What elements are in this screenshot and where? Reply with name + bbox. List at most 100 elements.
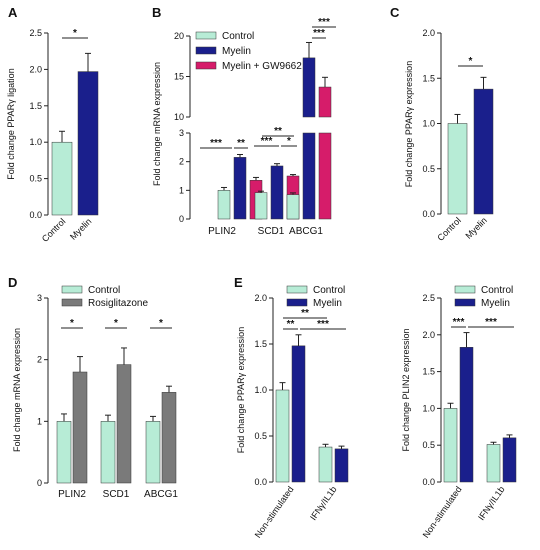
panel-b-sig-label: *** <box>210 138 222 149</box>
panel-e1-legend-myelin-swatch <box>286 298 308 307</box>
panel-e1-sig-label: *** <box>317 319 329 330</box>
panel-b-legend-control-swatch <box>195 31 217 40</box>
panel-d-y-axis-title: Fold change mRNA expression <box>12 328 22 452</box>
panel-a-bar <box>51 141 73 216</box>
panel-b-sig-label: ** <box>274 126 282 137</box>
panel-b-legend-gw9662-label: Myelin + GW9662 <box>222 61 302 72</box>
panel-d-bar <box>161 392 177 484</box>
panel-b-lower-y-tick-label: 1 <box>179 185 184 195</box>
panel-e1-bar <box>334 448 349 483</box>
panel-a-y-tick-label: 1.5 <box>29 101 42 111</box>
panel-a-y-tick-label: 2.5 <box>29 28 42 38</box>
panel-d-bar <box>72 371 88 484</box>
panel-b-upper-y-tick-label: 15 <box>174 72 184 82</box>
panel-c-y-tick-label: 0.0 <box>422 209 435 219</box>
panel-e2-bar <box>486 444 501 483</box>
panel-a-y-tick-label: 2.0 <box>29 64 42 74</box>
panel-d-bar <box>56 421 72 484</box>
panel-b-upper-y-tick-label: 20 <box>174 31 184 41</box>
panel-d-sig-label: * <box>159 318 163 329</box>
panel-b-bar-upper-part <box>302 57 316 118</box>
panel-d-sig-label: * <box>70 318 74 329</box>
panel-d-y-tick-label: 3 <box>37 293 42 303</box>
panel-d-legend-rosiglitazone-swatch <box>61 298 83 307</box>
panel-b-upper-y-tick-label: 10 <box>174 112 184 122</box>
panel-e2-y-tick-label: 0.5 <box>422 440 435 450</box>
panel-b-legend-myelin-swatch <box>195 46 217 55</box>
panel-a-x-tick-label: Myelin <box>68 216 93 241</box>
panel-d-sig-label: * <box>114 318 118 329</box>
panel-c-x-tick-label: Myelin <box>463 215 488 240</box>
panel-b-bar <box>270 165 284 220</box>
panel-b-bar-lower-part <box>318 132 332 220</box>
panel-e2-y-tick-label: 1.0 <box>422 403 435 413</box>
panel-e1-x-tick-label: IFNγ/IL1b <box>308 484 339 522</box>
panel-e1-legend-myelin-label: Myelin <box>313 298 342 309</box>
panel-b-legend-myelin-label: Myelin <box>222 46 251 57</box>
panel-c-y-tick-label: 2.0 <box>422 28 435 38</box>
panel-e1-y-tick-label: 2.0 <box>254 293 267 303</box>
panel-b-lower-y-tick-label: 0 <box>179 214 184 224</box>
panel-b-sig-label: *** <box>313 28 325 39</box>
panel-d-x-tick-label: ABCG1 <box>144 489 178 500</box>
panel-b-legend-gw9662-swatch <box>195 61 217 70</box>
panel-e1-bar <box>291 345 306 483</box>
panel-e1-y-tick-label: 1.0 <box>254 385 267 395</box>
panel-a-x-tick-label: Control <box>40 216 68 244</box>
panel-d-legend-control-swatch <box>61 285 83 294</box>
panel-c-y-tick-label: 0.5 <box>422 164 435 174</box>
panel-letter: D <box>8 275 17 290</box>
panel-b-lower-y-tick-label: 3 <box>179 128 184 138</box>
panel-a-y-axis-title: Fold change PPARγ ligation <box>6 68 16 179</box>
panel-e1-sig-label: ** <box>287 319 295 330</box>
panel-e1-legend-control-label: Control <box>313 285 345 296</box>
panel-c-bar <box>473 88 494 215</box>
panel-e2-x-tick-label: IFNγ/IL1b <box>476 484 507 522</box>
panel-c-x-tick-label: Control <box>435 215 463 243</box>
panel-b-bar-upper-part <box>318 86 332 118</box>
panel-e1-x-tick-label: Non-stimulated <box>253 484 296 539</box>
panel-d-bar <box>116 364 132 484</box>
panel-d-bar <box>100 421 116 484</box>
panel-b-bar-lower-part <box>302 132 316 220</box>
panel-e1-sig-label: ** <box>301 308 309 319</box>
panel-letter: E <box>234 275 243 290</box>
panel-e2-y-tick-label: 2.5 <box>422 293 435 303</box>
panel-a-significance-label: * <box>73 28 77 39</box>
panel-e2-bar <box>443 408 458 483</box>
panel-e2-bar <box>459 347 474 483</box>
panel-e1-bar <box>275 389 290 483</box>
panel-e2-legend-myelin-swatch <box>454 298 476 307</box>
panel-b-bar <box>254 192 268 220</box>
panel-e2-y-axis-title: Fold change PLIN2 expression <box>401 328 411 451</box>
panel-b-bar <box>233 157 247 220</box>
panel-b-sig-label: *** <box>318 17 330 28</box>
panel-e1-y-axis-title: Fold change PPARγ expression <box>236 327 246 453</box>
panel-c-bar <box>447 123 468 215</box>
panel-c-y-tick-label: 1.5 <box>422 73 435 83</box>
panel-b-lower-y-tick-label: 2 <box>179 157 184 167</box>
panel-e2-legend-control-label: Control <box>481 285 513 296</box>
panel-e2-sig-label: *** <box>485 317 497 328</box>
panel-e1-y-tick-label: 0.5 <box>254 431 267 441</box>
panel-letter: A <box>8 5 18 20</box>
panel-e2-y-tick-label: 0.0 <box>422 477 435 487</box>
panel-a-y-tick-label: 0.5 <box>29 174 42 184</box>
panel-a-y-tick-label: 1.0 <box>29 137 42 147</box>
panel-b-y-axis-title: Fold change mRNA expression <box>152 62 162 186</box>
panel-e1-legend-control-swatch <box>286 285 308 294</box>
panel-letter: B <box>152 5 161 20</box>
panel-a-y-tick-label: 0.0 <box>29 210 42 220</box>
panel-d-legend-rosiglitazone-label: Rosiglitazone <box>88 298 148 309</box>
panel-b-bar <box>217 190 231 220</box>
panel-e2-bar <box>502 437 517 483</box>
panel-c-y-tick-label: 1.0 <box>422 119 435 129</box>
panel-c-y-axis-title: Fold change PPARγ expression <box>404 61 414 187</box>
panel-a-bar <box>77 71 99 216</box>
panel-e2-x-tick-label: Non-stimulated <box>421 484 464 539</box>
panel-b-x-tick-label: ABCG1 <box>289 226 323 237</box>
panel-d-legend-control-label: Control <box>88 285 120 296</box>
panel-c-significance-label: * <box>469 56 473 67</box>
panel-d-x-tick-label: PLIN2 <box>58 489 86 500</box>
